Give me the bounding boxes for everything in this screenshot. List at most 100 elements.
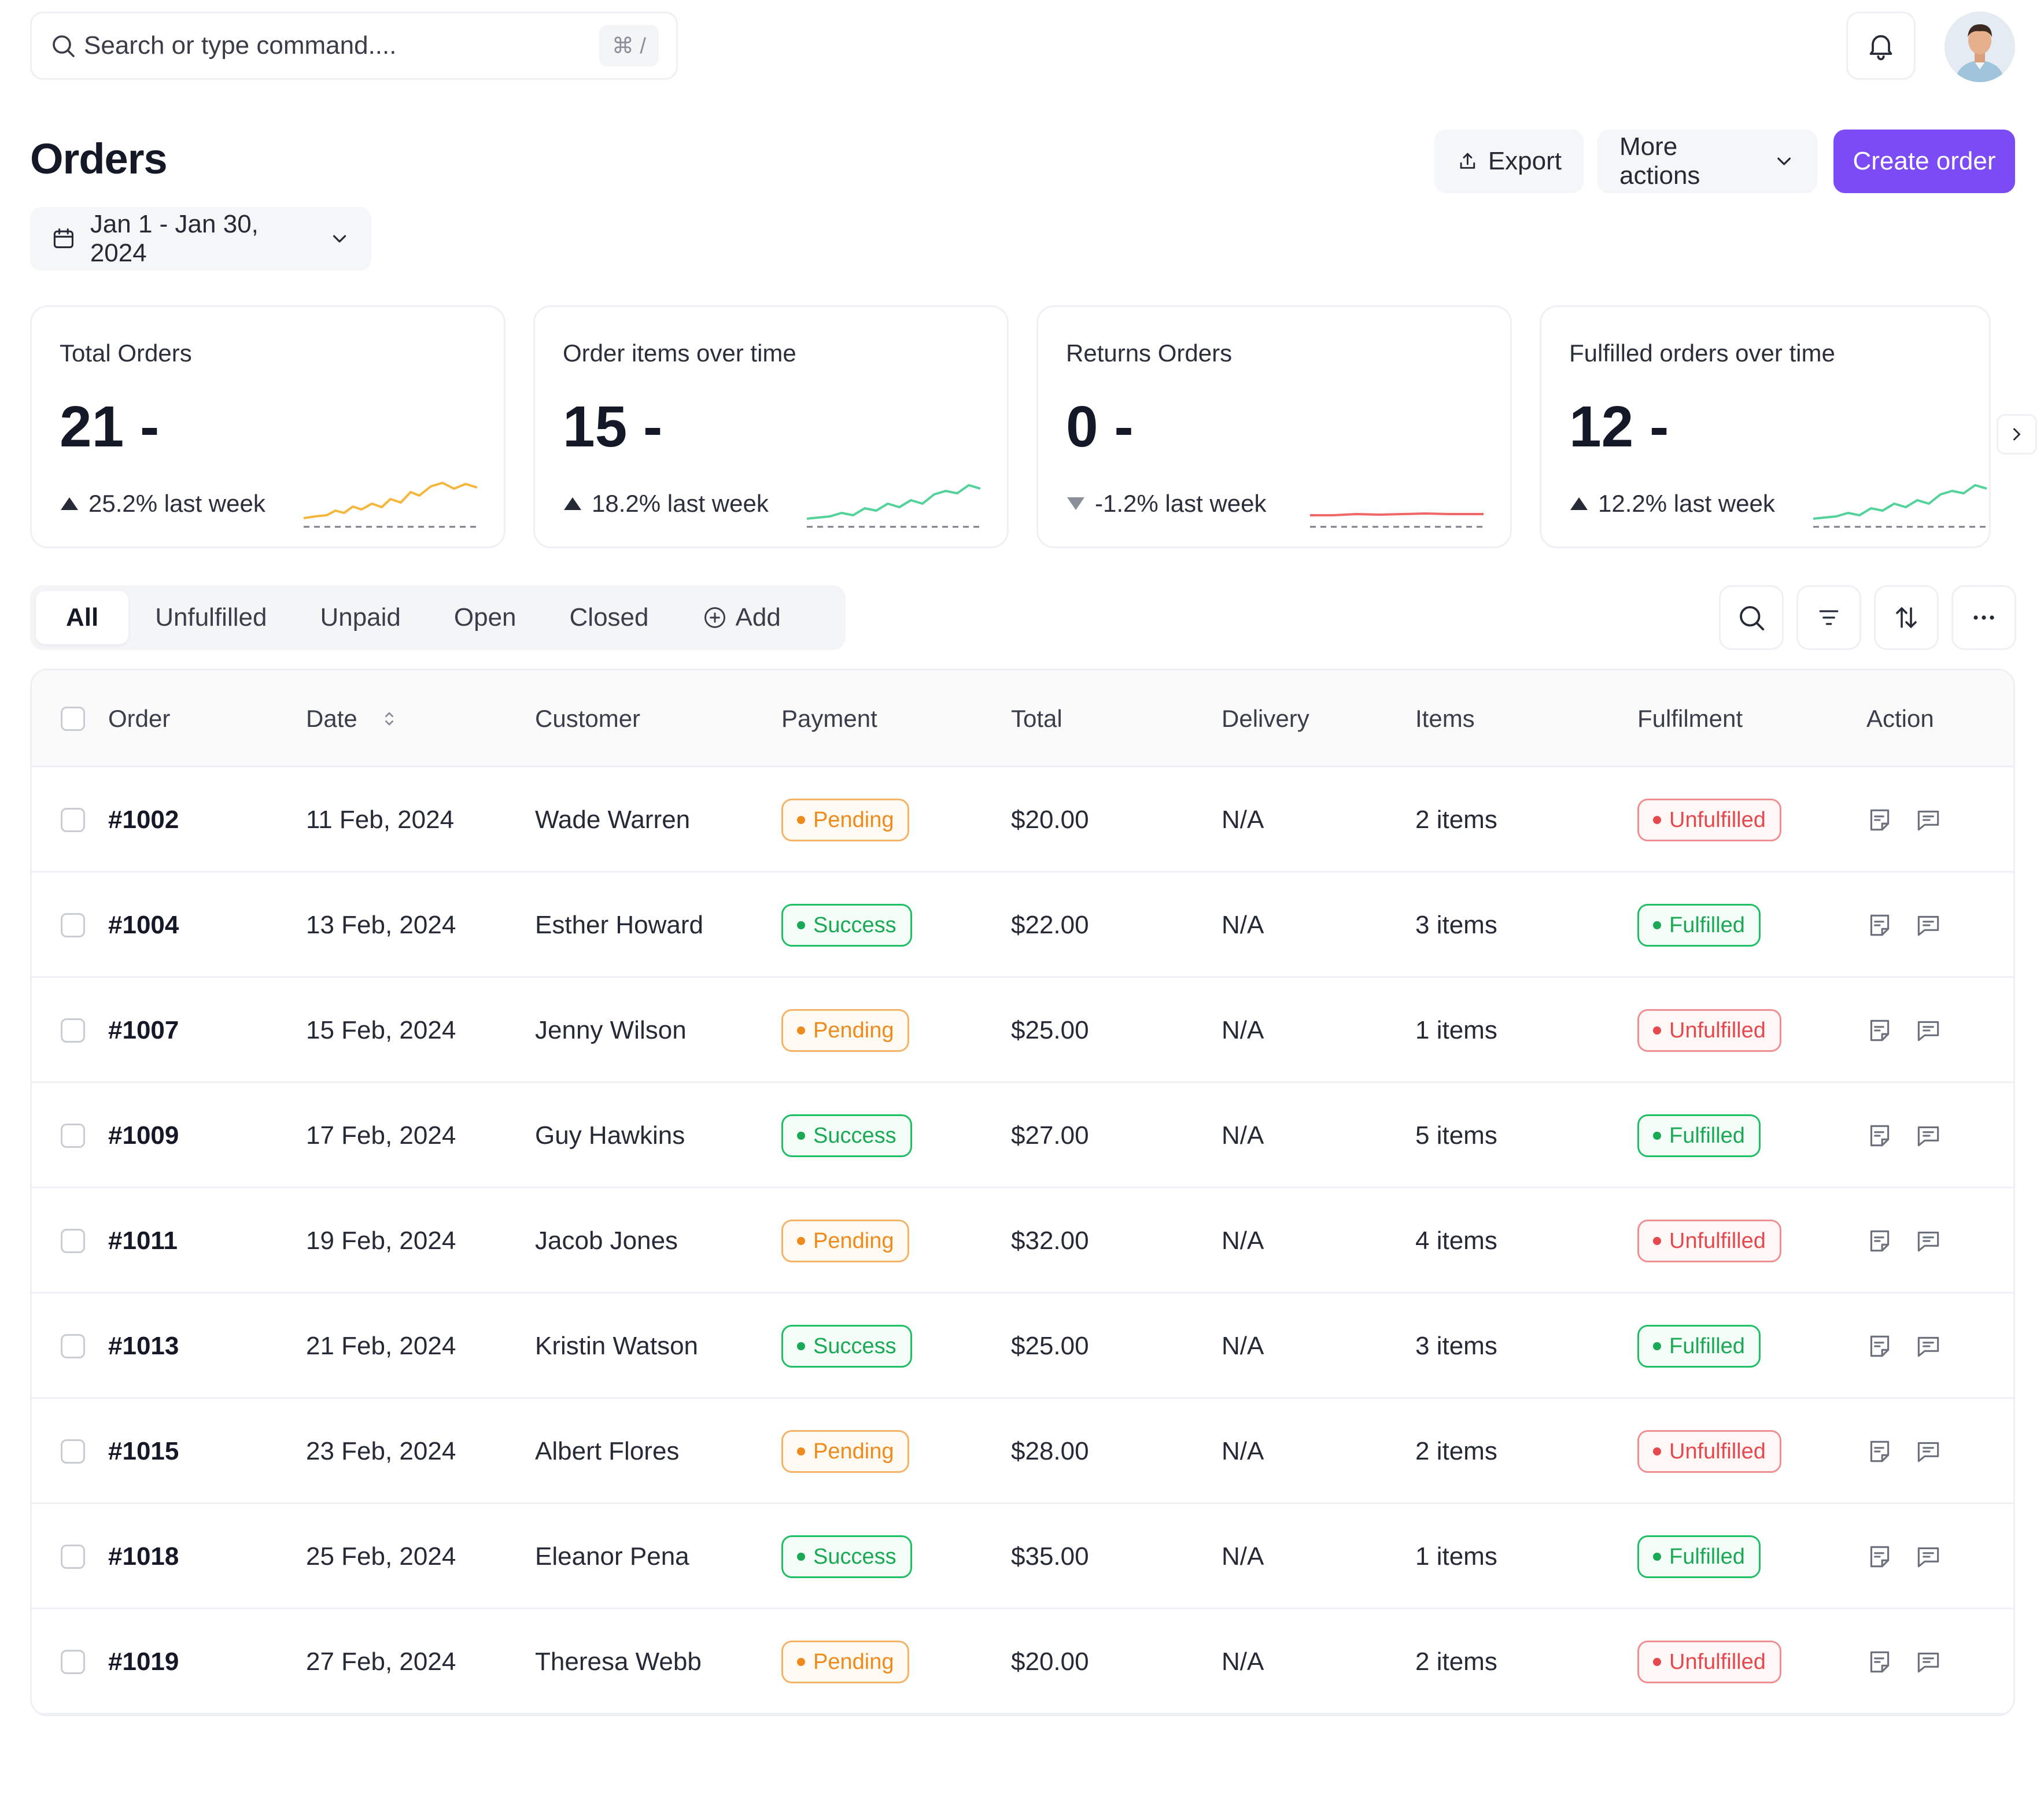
table-row[interactable]: #1019 27 Feb, 2024 Theresa Webb Pending $20.… [32, 1609, 2013, 1715]
stat-card-value: 0 - [1066, 394, 1134, 459]
tab-all[interactable]: All [36, 591, 129, 644]
stat-card-delta: 18.2% last week [563, 490, 769, 518]
create-order-button[interactable]: Create order [1833, 130, 2015, 193]
filter-button[interactable] [1796, 585, 1861, 650]
column-header-items[interactable]: Items [1415, 705, 1475, 732]
items-count: 2 items [1415, 806, 1497, 834]
note-icon[interactable] [1865, 1542, 1894, 1571]
tab-add[interactable]: Add [676, 591, 807, 644]
delivery-status: N/A [1222, 1542, 1264, 1571]
chat-icon[interactable] [1914, 806, 1943, 834]
note-icon[interactable] [1865, 1121, 1894, 1150]
column-header-fulfilment[interactable]: Fulfilment [1637, 705, 1743, 732]
table-row[interactable]: #1007 15 Feb, 2024 Jenny Wilson Pending $25.… [32, 978, 2013, 1083]
stat-card-delta: 25.2% last week [60, 490, 265, 518]
note-icon[interactable] [1865, 1437, 1894, 1466]
note-icon[interactable] [1865, 1016, 1894, 1045]
export-button[interactable]: Export [1434, 130, 1584, 193]
note-icon[interactable] [1865, 911, 1894, 940]
note-icon[interactable] [1865, 1227, 1894, 1255]
row-checkbox[interactable] [61, 1439, 85, 1464]
user-avatar-icon [1945, 12, 2015, 82]
table-search-button[interactable] [1719, 585, 1784, 650]
chat-icon[interactable] [1914, 911, 1943, 940]
row-checkbox[interactable] [61, 1545, 85, 1569]
order-id[interactable]: #1007 [108, 1016, 179, 1044]
more-actions-button[interactable]: More actions [1597, 130, 1817, 193]
search-bar[interactable]: Search or type command.... ⌘ / [30, 12, 678, 80]
tab-unpaid[interactable]: Unpaid [320, 603, 401, 631]
note-icon[interactable] [1865, 806, 1894, 834]
date-range-picker[interactable]: Jan 1 - Jan 30, 2024 [30, 207, 371, 271]
order-id[interactable]: #1013 [108, 1332, 179, 1360]
column-header-order[interactable]: Order [108, 705, 171, 732]
stat-card[interactable]: Total Orders 21 - 25.2% last week [30, 305, 506, 548]
row-checkbox[interactable] [61, 1334, 85, 1358]
order-id[interactable]: #1018 [108, 1542, 179, 1571]
order-total: $22.00 [1011, 911, 1089, 939]
chat-icon[interactable] [1914, 1542, 1943, 1571]
order-total: $25.00 [1011, 1016, 1089, 1044]
order-id[interactable]: #1009 [108, 1121, 179, 1150]
status-dot [1653, 1026, 1661, 1035]
table-row[interactable]: #1013 21 Feb, 2024 Kristin Watson Success $2… [32, 1294, 2013, 1399]
row-checkbox[interactable] [61, 913, 85, 937]
status-dot [797, 1658, 805, 1666]
order-id[interactable]: #1004 [108, 911, 179, 939]
tab-closed[interactable]: Closed [569, 603, 649, 631]
table-row[interactable]: #1015 23 Feb, 2024 Albert Flores Pending $28… [32, 1399, 2013, 1504]
fulfilment-status-text: Unfulfilled [1669, 1439, 1766, 1464]
more-options-button[interactable] [1951, 585, 2016, 650]
search-input[interactable]: Search or type command.... [84, 31, 397, 60]
order-id[interactable]: #1019 [108, 1647, 179, 1676]
sparkline-chart [807, 484, 980, 528]
select-all-checkbox[interactable] [61, 707, 85, 731]
row-checkbox[interactable] [61, 808, 85, 832]
chat-icon[interactable] [1914, 1332, 1943, 1361]
stat-card-label: Order items over time [563, 339, 796, 367]
order-id[interactable]: #1011 [108, 1227, 178, 1255]
more-actions-label: More actions [1619, 132, 1700, 190]
order-date: 19 Feb, 2024 [306, 1227, 456, 1255]
cards-next-button[interactable] [1997, 414, 2037, 455]
fulfilment-status-badge: Fulfilled [1637, 904, 1761, 947]
fulfilment-status-text: Fulfilled [1669, 913, 1745, 937]
chat-icon[interactable] [1914, 1121, 1943, 1150]
table-row[interactable]: #1009 17 Feb, 2024 Guy Hawkins Success $27.0… [32, 1083, 2013, 1188]
sort-button[interactable] [1874, 585, 1939, 650]
chat-icon[interactable] [1914, 1227, 1943, 1255]
status-dot [797, 1026, 805, 1035]
status-dot [1653, 921, 1661, 929]
sparkline-line [1310, 512, 1484, 516]
payment-status-text: Success [813, 1333, 896, 1358]
row-checkbox[interactable] [61, 1229, 85, 1253]
table-row[interactable]: #1002 11 Feb, 2024 Wade Warren Pending $20.0… [32, 767, 2013, 873]
stat-card[interactable]: Fulfilled orders over time 12 - 12.2% last… [1540, 305, 1991, 548]
note-icon[interactable] [1865, 1332, 1894, 1361]
row-checkbox[interactable] [61, 1650, 85, 1674]
column-header-date[interactable]: Date [306, 670, 399, 767]
order-id[interactable]: #1015 [108, 1437, 179, 1465]
stat-card[interactable]: Order items over time 15 - 18.2% last week [533, 305, 1009, 548]
tab-open[interactable]: Open [453, 603, 516, 631]
chat-icon[interactable] [1914, 1016, 1943, 1045]
avatar[interactable] [1945, 12, 2015, 82]
row-checkbox[interactable] [61, 1124, 85, 1148]
notifications-button[interactable] [1846, 12, 1916, 80]
column-header-total[interactable]: Total [1011, 705, 1062, 732]
chat-icon[interactable] [1914, 1437, 1943, 1466]
column-header-customer[interactable]: Customer [535, 705, 641, 732]
table-row[interactable]: #1011 19 Feb, 2024 Jacob Jones Pending $32.0… [32, 1188, 2013, 1294]
stat-card[interactable]: Returns Orders 0 - -1.2% last week [1036, 305, 1512, 548]
note-icon[interactable] [1865, 1647, 1894, 1676]
column-header-delivery[interactable]: Delivery [1222, 705, 1309, 732]
order-id[interactable]: #1002 [108, 806, 179, 834]
chat-icon[interactable] [1914, 1647, 1943, 1676]
tab-unfulfilled[interactable]: Unfulfilled [155, 603, 267, 631]
items-count: 1 items [1415, 1016, 1497, 1044]
items-count: 1 items [1415, 1542, 1497, 1571]
column-header-payment[interactable]: Payment [781, 705, 877, 732]
table-row[interactable]: #1018 25 Feb, 2024 Eleanor Pena Success $35.… [32, 1504, 2013, 1609]
row-checkbox[interactable] [61, 1018, 85, 1043]
table-row[interactable]: #1004 13 Feb, 2024 Esther Howard Success $22… [32, 873, 2013, 978]
